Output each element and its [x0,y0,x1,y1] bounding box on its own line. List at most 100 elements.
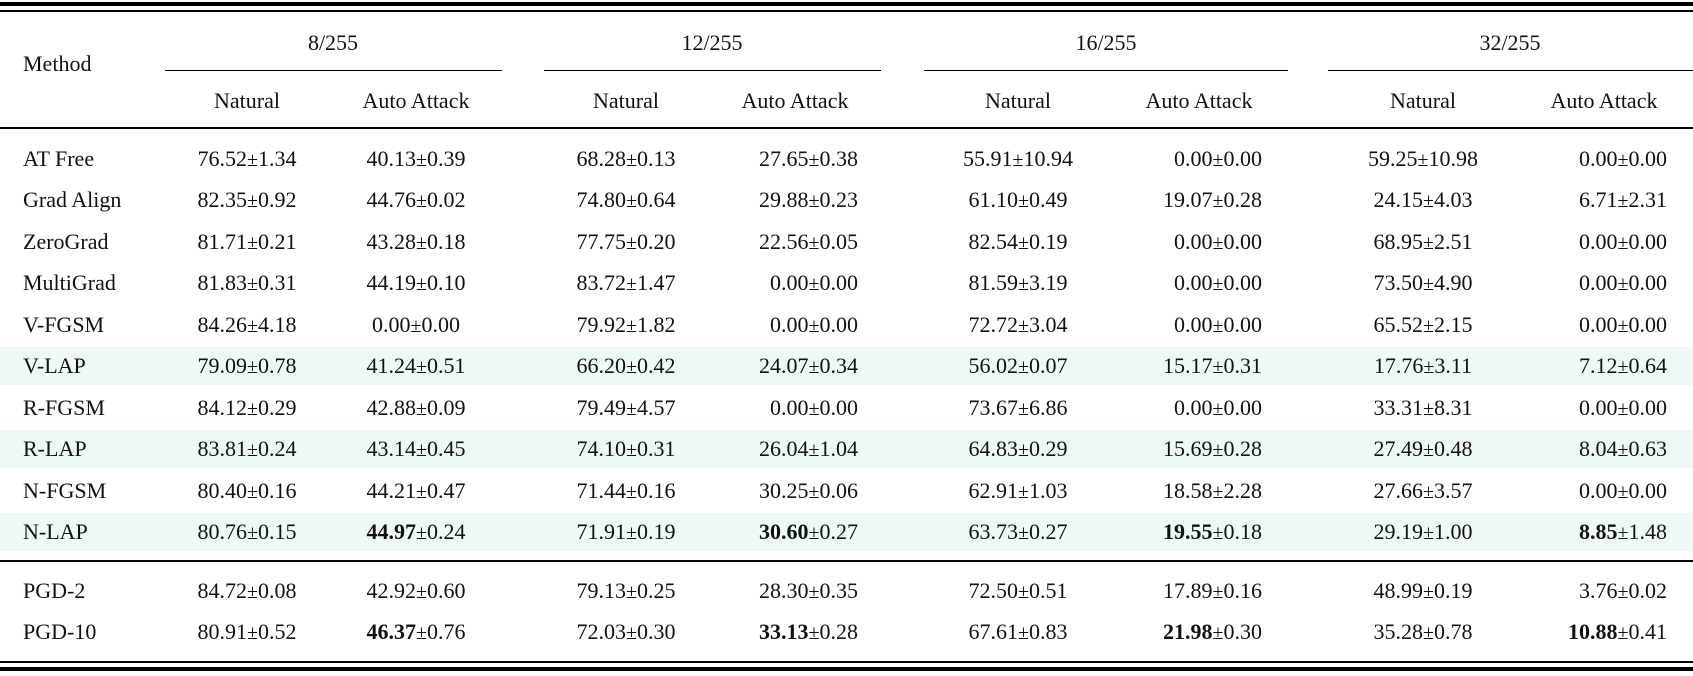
table-cell: 79.92±1.82 [577,313,676,338]
cell-value: 7.12 [1579,353,1618,378]
plus-minus-sign: ± [1018,481,1029,503]
plus-minus-sign: ± [416,581,427,603]
cell-value: 18.58 [1163,478,1213,503]
plus-minus-sign: ± [1617,439,1629,461]
plus-minus-sign: ± [1423,522,1434,544]
table-cell: 72.50±0.51 [969,579,1068,604]
plus-minus-sign: ± [1423,190,1434,212]
table-cell: 84.26±4.18 [198,313,297,338]
table-cell: 0.00±0.00 [1174,396,1262,421]
cell-error: 0.63 [1628,436,1668,461]
header-aa-16: Auto Attack [1145,88,1253,113]
cell-error: 0.00 [1223,395,1263,420]
table-cell: 44.19±0.10 [367,271,466,296]
cell-error: 0.19 [1433,578,1473,603]
cell-error: 0.34 [819,353,859,378]
cell-error: 6.86 [1028,395,1068,420]
table-cell: 63.73±0.27 [969,520,1068,545]
header-group-32: 32/255 [1479,30,1541,55]
cell-error: 0.20 [636,229,676,254]
plus-minus-sign: ± [808,439,820,461]
cell-error: 0.83 [1028,619,1068,644]
table-cell: 84.72±0.08 [198,579,297,604]
table-cell: 46.37±0.76 [367,620,466,645]
table-cell: 80.40±0.16 [198,479,297,504]
cell-error: 0.51 [426,353,466,378]
plus-minus-sign: ± [626,398,637,420]
cell-value: 30.60 [759,519,809,544]
cell-error: 10.98 [1428,146,1478,171]
cell-error: 0.18 [426,229,466,254]
plus-minus-sign: ± [247,522,258,544]
cell-error: 4.03 [1433,187,1473,212]
cell-value: 0.00 [1174,229,1213,254]
cell-error: 0.21 [257,229,297,254]
cell-value: 0.00 [372,312,411,337]
plus-minus-sign: ± [1617,581,1629,603]
plus-minus-sign: ± [1423,232,1434,254]
cell-value: 43.14 [366,436,417,461]
cell-value: 17.76 [1373,353,1424,378]
cmidrule-16 [924,70,1288,72]
cell-value: 84.26 [197,312,248,337]
cell-error: 0.45 [426,436,466,461]
table-cell: 67.61±0.83 [969,620,1068,645]
plus-minus-sign: ± [1012,149,1024,171]
plus-minus-sign: ± [1018,522,1029,544]
cell-value: 0.00 [1579,312,1618,337]
table-cell: 59.25±10.98 [1368,147,1478,172]
table-cell: 77.75±0.20 [577,230,676,255]
cell-error: 0.15 [257,519,297,544]
cell-value: 15.17 [1163,353,1213,378]
table-cell: 29.88±0.23 [759,188,858,213]
plus-minus-sign: ± [626,481,637,503]
cell-error: 0.28 [1223,187,1263,212]
plus-minus-sign: ± [416,439,427,461]
cell-error: 0.23 [819,187,859,212]
cell-error: 0.28 [1223,436,1263,461]
cell-error: 1.48 [1628,519,1668,544]
table-cell: 0.00±0.00 [1174,230,1262,255]
cell-value: 74.10 [576,436,627,461]
plus-minus-sign: ± [626,356,637,378]
cmidrule-12 [544,70,881,72]
cell-error: 0.49 [1028,187,1068,212]
cell-error: 1.04 [819,436,859,461]
header-natural-16: Natural [985,88,1051,113]
row-method: MultiGrad [23,270,116,295]
cell-error: 0.00 [1223,312,1263,337]
table-cell: 0.00±0.00 [1579,396,1667,421]
cell-error: 0.02 [426,187,466,212]
table-cell: 74.10±0.31 [577,437,676,462]
cell-error: 2.15 [1433,312,1473,337]
cell-error: 3.57 [1433,478,1473,503]
table-cell: 42.92±0.60 [367,579,466,604]
cell-error: 0.07 [1028,353,1068,378]
table-cell: 19.07±0.28 [1163,188,1262,213]
header-group-8: 8/255 [307,30,359,55]
plus-minus-sign: ± [410,315,422,337]
cell-error: 0.31 [636,436,676,461]
cell-value: 8.04 [1579,436,1618,461]
cell-error: 0.02 [1628,578,1668,603]
cell-value: 33.31 [1373,395,1424,420]
cell-error: 0.27 [1028,519,1068,544]
table-cell: 76.52±1.34 [198,147,297,172]
plus-minus-sign: ± [1212,356,1224,378]
cell-error: 0.76 [426,619,466,644]
cell-value: 0.00 [1174,146,1213,171]
cell-value: 44.21 [366,478,417,503]
cell-error: 0.13 [636,146,676,171]
cell-value: 79.92 [576,312,627,337]
plus-minus-sign: ± [808,315,820,337]
table-cell: 0.00±0.00 [1174,313,1262,338]
row-method: R-LAP [23,436,87,461]
cell-value: 72.03 [576,619,627,644]
plus-minus-sign: ± [808,398,820,420]
plus-minus-sign: ± [416,356,427,378]
cell-error: 4.18 [257,312,297,337]
cell-value: 64.83 [968,436,1019,461]
table-cell: 79.49±4.57 [577,396,676,421]
table-cell: 65.52±2.15 [1374,313,1473,338]
cell-value: 24.07 [759,353,809,378]
